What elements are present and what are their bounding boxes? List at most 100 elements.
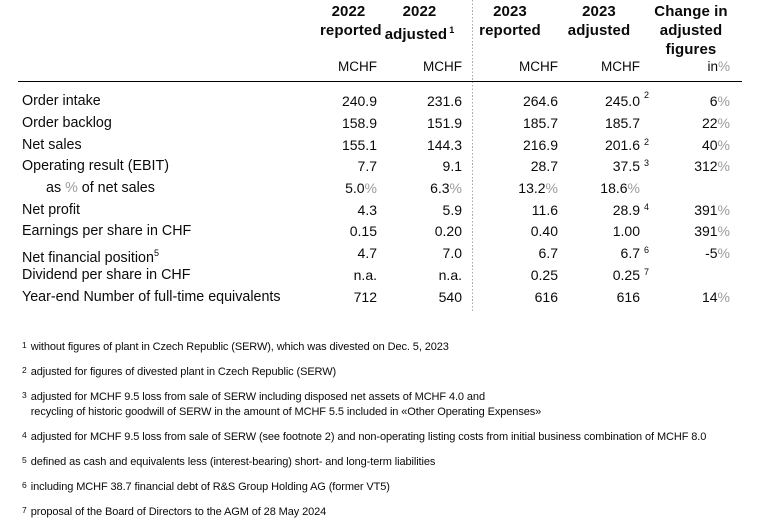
- value-cell: 155.1: [320, 135, 377, 157]
- row-label: Earnings per share in CHF: [22, 223, 192, 240]
- value: 144.3: [426, 136, 462, 153]
- table-row: Net financial position5 4.7 7.0 6.7 6.7 6 -5%: [0, 243, 742, 266]
- column-header-line: adjusted: [659, 22, 723, 39]
- value-cell: 9.1: [377, 156, 462, 178]
- value-cell: 0.20: [377, 221, 462, 243]
- percent-sign: %: [65, 180, 78, 197]
- value-cell: 712: [320, 287, 377, 309]
- row-label: Year-end Number of full-time equivalents: [22, 288, 281, 305]
- value-cell: 0.25 7: [558, 265, 650, 287]
- value-cell: 6.7: [462, 243, 558, 269]
- value: 616: [616, 288, 640, 305]
- percent-sign: %: [717, 245, 730, 262]
- value-cell: 158.9: [320, 113, 377, 135]
- value: 28.7: [530, 158, 558, 175]
- value: 0.25 7: [612, 266, 650, 283]
- column-group-divider: [472, 0, 474, 312]
- value-cell: 7.0: [377, 243, 462, 269]
- value-cell: 5.9: [377, 200, 462, 222]
- value-cell: 216.9: [462, 135, 558, 157]
- percent-sign: %: [717, 59, 730, 74]
- footnote: 5 defined as cash and equivalents less (i…: [22, 455, 759, 470]
- column-header: 2023 reported: [462, 2, 558, 59]
- row-label: Net financial position5: [22, 248, 159, 266]
- value-cell: 6.7 6: [558, 243, 650, 269]
- value: 40%: [701, 136, 730, 153]
- percent-sign: %: [627, 180, 640, 197]
- value: 7.7: [357, 158, 377, 175]
- value-cell: 4.3: [320, 200, 377, 222]
- value-cell: 264.6: [462, 88, 558, 115]
- value-cell: 240.9: [320, 88, 377, 115]
- value-cell: 37.5 3: [558, 156, 650, 178]
- value: 0.20: [434, 223, 462, 240]
- value: 37.5 3: [612, 158, 650, 175]
- value: 158.9: [341, 115, 377, 131]
- unit-row: MCHF MCHF MCHF MCHF in%: [0, 59, 742, 74]
- percent-sign: %: [717, 201, 730, 218]
- column-header-line: 2023: [493, 3, 527, 20]
- value: 6%: [709, 93, 730, 109]
- value: 0.40: [530, 223, 558, 240]
- footnotes: 1 without figures of plant in Czech Repub…: [22, 340, 759, 526]
- unit-spacer: [0, 59, 320, 74]
- column-header-line: adjusted 1: [384, 25, 455, 43]
- row-label: Dividend per share in CHF: [22, 266, 191, 283]
- value: 216.9: [522, 136, 558, 153]
- footnote: 7 proposal of the Board of Directors to t…: [22, 505, 759, 520]
- value-cell: 7.7: [320, 156, 377, 178]
- value: 712: [353, 288, 377, 305]
- value-cell: 22%: [640, 113, 742, 135]
- footnote: 4 adjusted for MCHF 9.5 loss from sale of…: [22, 430, 759, 445]
- value: 0.15: [349, 223, 377, 240]
- value: 1.00: [612, 223, 640, 240]
- value: 245.0 2: [604, 90, 650, 110]
- value: 231.6: [426, 93, 462, 109]
- footnote: 6 including MCHF 38.7 financial debt of R…: [22, 480, 759, 495]
- value-footnote-ref: 4: [644, 201, 650, 212]
- column-header-line: figures: [665, 41, 717, 58]
- value-cell: 18.6%: [558, 178, 640, 200]
- footnote-number: 1: [22, 340, 27, 350]
- unit-label: MCHF: [601, 59, 640, 74]
- value-cell: 0.15: [320, 221, 377, 243]
- footnote-number: 2: [22, 365, 27, 375]
- column-header: 2022 adjusted 1: [377, 2, 462, 59]
- value: n.a.: [353, 266, 377, 283]
- value-cell: [640, 265, 742, 287]
- value: 540: [438, 288, 462, 305]
- value: 264.6: [522, 93, 558, 109]
- footnote: 3 adjusted for MCHF 9.5 loss from sale of…: [22, 390, 759, 420]
- value: 0.25: [530, 266, 558, 283]
- footnote-text: proposal of the Board of Directors to th…: [30, 506, 327, 518]
- footnote-text: including MCHF 38.7 financial debt of R&…: [30, 481, 390, 493]
- percent-sign: %: [717, 223, 730, 240]
- row-label: Net sales: [22, 136, 82, 153]
- value-cell: 231.6: [377, 88, 462, 115]
- value-cell: 13.2%: [462, 178, 558, 200]
- value-cell: 151.9: [377, 113, 462, 135]
- table-row: Order intake 240.9 231.6 264.6 245.0 2 6%: [0, 88, 742, 113]
- value: 4.7: [357, 245, 377, 262]
- table-row: as % of net sales 5.0% 6.3% 13.2% 18.6%: [0, 178, 742, 200]
- value-cell: 11.6: [462, 200, 558, 222]
- table-row: Year-end Number of full-time equivalents…: [0, 287, 742, 309]
- value: 14%: [701, 288, 730, 305]
- value: 6.7 6: [620, 245, 650, 262]
- footnote-text: adjusted for MCHF 9.5 loss from sale of …: [30, 391, 542, 418]
- value: 13.2%: [518, 180, 558, 197]
- value-cell: 14%: [640, 287, 742, 309]
- row-label: as % of net sales: [46, 180, 155, 197]
- value: 155.1: [341, 136, 377, 153]
- percent-sign: %: [717, 93, 730, 109]
- footnote-text: without figures of plant in Czech Republ…: [30, 341, 449, 353]
- value-cell: 0.25: [462, 265, 558, 287]
- value: 7.0: [442, 245, 462, 262]
- column-header-line: 2022: [331, 3, 366, 20]
- value-cell: 5.0%: [320, 178, 377, 200]
- column-header-line: reported: [479, 22, 541, 39]
- value: 151.9: [426, 115, 462, 131]
- value-cell: 201.6 2: [558, 135, 649, 157]
- value: 240.9: [341, 93, 377, 109]
